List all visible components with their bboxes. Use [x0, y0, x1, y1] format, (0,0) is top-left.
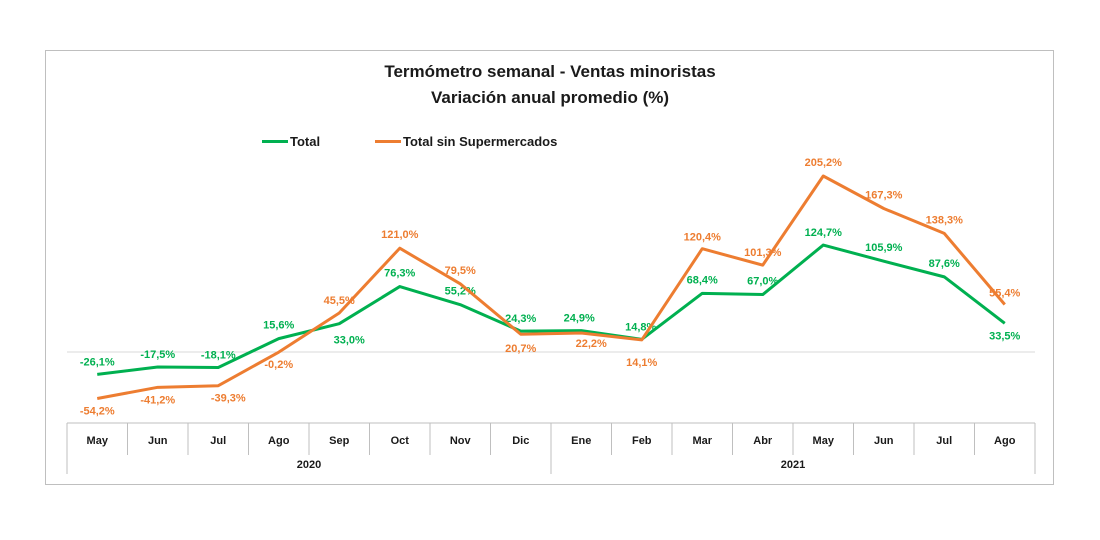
legend-label-total: Total	[290, 134, 321, 149]
data-label-total: 24,3%	[505, 313, 536, 325]
x-tick-label: Oct	[391, 435, 410, 447]
series-line-sin_super	[96, 174, 1006, 400]
chart-frame	[45, 50, 1054, 485]
x-tick-label: Jun	[148, 435, 168, 447]
data-label-total: -18,1%	[201, 350, 236, 362]
chart-title: Termómetro semanal - Ventas minoristas	[384, 62, 716, 81]
data-label-sin_super: -41,2%	[140, 394, 175, 406]
x-tick-label: Nov	[450, 435, 472, 447]
data-label-sin_super: 167,3%	[865, 190, 903, 202]
x-tick-label: Sep	[329, 435, 349, 447]
data-label-total: 24,9%	[564, 313, 595, 325]
legend-swatch-sin-super	[375, 140, 401, 143]
legend-item-total: Total	[262, 134, 320, 149]
x-tick-label: May	[87, 435, 109, 447]
x-tick-label: Ene	[571, 435, 591, 447]
data-label-total: 33,5%	[989, 330, 1020, 342]
x-tick-label: Jul	[210, 435, 226, 447]
data-label-sin_super: 20,7%	[505, 343, 536, 355]
series-line-total	[97, 243, 1006, 376]
x-tick-label: Jun	[874, 435, 894, 447]
x-tick-label: Dic	[512, 435, 529, 447]
legend-item-sin-super: Total sin Supermercados	[375, 134, 557, 149]
x-group-label: 2020	[297, 459, 321, 471]
data-label-sin_super: 205,2%	[805, 157, 843, 169]
data-label-sin_super: 121,0%	[381, 229, 419, 241]
data-label-sin_super: -0,2%	[264, 359, 293, 371]
data-label-total: 87,6%	[929, 258, 960, 270]
data-label-total: -17,5%	[140, 349, 175, 361]
data-label-sin_super: 45,5%	[324, 295, 355, 307]
legend-swatch-total	[262, 140, 288, 143]
data-label-total: 76,3%	[384, 268, 415, 280]
x-tick-label: May	[813, 435, 835, 447]
x-tick-label: Feb	[632, 435, 652, 447]
data-label-sin_super: -39,3%	[211, 393, 246, 405]
data-label-total: -26,1%	[80, 356, 115, 368]
data-label-sin_super: 79,5%	[445, 265, 476, 277]
data-label-total: 124,7%	[805, 227, 843, 239]
data-label-sin_super: 55,4%	[989, 287, 1020, 299]
data-label-sin_super: 120,4%	[684, 232, 722, 244]
data-label-sin_super: 14,1%	[626, 357, 657, 369]
x-tick-label: Mar	[692, 435, 712, 447]
data-label-sin_super: 138,3%	[926, 214, 964, 226]
data-label-sin_super: 22,2%	[576, 338, 607, 350]
x-group-label: 2021	[781, 459, 805, 471]
data-label-sin_super: -54,2%	[80, 405, 115, 417]
x-tick-label: Ago	[994, 435, 1016, 447]
data-label-total: 33,0%	[334, 335, 365, 347]
data-label-sin_super: 101,3%	[744, 247, 782, 259]
x-tick-label: Ago	[268, 435, 290, 447]
legend-label-sin-super: Total sin Supermercados	[403, 134, 558, 149]
x-tick-label: Jul	[936, 435, 952, 447]
data-label-total: 68,4%	[687, 274, 718, 286]
chart-subtitle: Variación anual promedio (%)	[430, 88, 670, 107]
x-tick-label: Abr	[753, 435, 773, 447]
data-label-total: 67,0%	[747, 276, 778, 288]
data-label-total: 105,9%	[865, 242, 903, 254]
data-label-total: 15,6%	[263, 320, 294, 332]
